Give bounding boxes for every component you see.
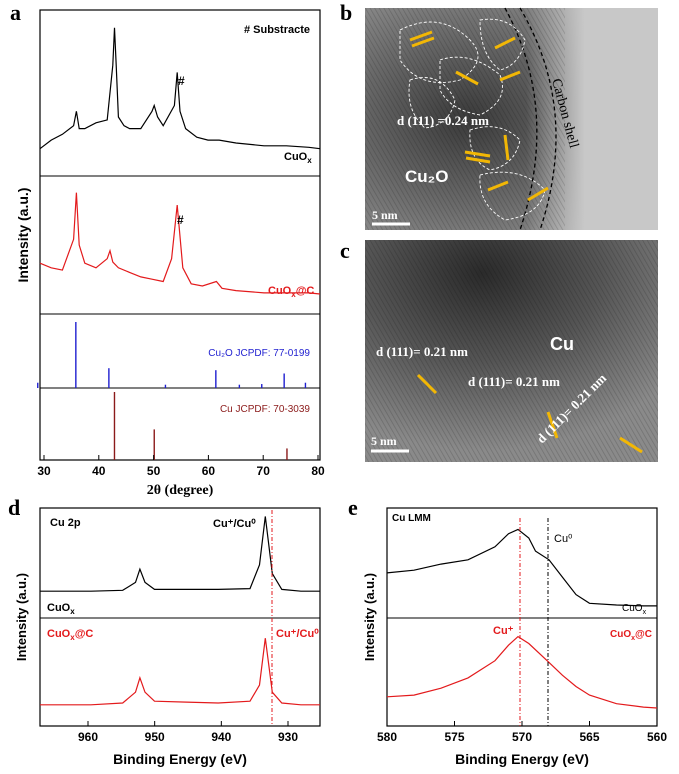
- panel-a-label: a: [10, 0, 21, 25]
- series-d-cuox-c: [40, 638, 320, 706]
- panel-d-xps: 960 950 940 930 Cu 2p Cu⁺/Cu⁰ Cu⁺/Cu⁰ CuOx …: [14, 507, 321, 767]
- phase-label-cu: Cu: [550, 334, 574, 354]
- panel-d-label-cuox-c: CuOx@C: [47, 628, 93, 642]
- peak-label-d-top: Cu⁺/Cu⁰: [213, 518, 256, 530]
- lattice-fringe-markers-c: [416, 373, 643, 454]
- panel-d-label-cuox: CuOx: [47, 602, 75, 616]
- panel-a-frame: [39, 9, 321, 461]
- panel-e-label-cuox-c: CuOx@C: [610, 629, 652, 642]
- scale-label-c: 5 nm: [371, 434, 397, 448]
- panel-e-label-cuox: CuOx: [622, 603, 647, 616]
- series-cuox-c: [39, 192, 321, 295]
- panel-e-title: Cu LMM: [392, 513, 431, 524]
- panel-d-ylabel: Intensity (a.u.): [14, 573, 29, 661]
- x-tick-label: 580: [377, 730, 397, 744]
- tem-b-lattice: [365, 8, 565, 230]
- panel-d-title: Cu 2p: [50, 517, 81, 529]
- d-spacing-c-2: d (111)= 0.21 nm: [468, 374, 560, 389]
- panel-d-x-ticks: 960 950 940 930: [78, 721, 298, 744]
- x-tick-label: 80: [311, 464, 325, 478]
- tem-c-lattice: [365, 240, 658, 462]
- panel-e-ylabel: Intensity (a.u.): [362, 573, 377, 661]
- ref-label-cu: Cu JCPDF: 70-3039: [220, 404, 310, 415]
- x-tick-label: 70: [257, 464, 271, 478]
- grain-boundaries: [399, 18, 546, 221]
- x-tick-label: 950: [145, 730, 165, 744]
- panel-b-tem-image: d (111) =0.24 nm Cu₂O Carbon shell 5 nm: [365, 7, 658, 231]
- panel-d-label: d: [8, 495, 20, 520]
- x-tick-label: 560: [647, 730, 667, 744]
- series-e-cuox: [386, 528, 657, 607]
- curve-label-cuox: CuOx: [284, 151, 312, 165]
- panel-e-frame: [386, 507, 658, 727]
- panel-e-plot-area: [386, 528, 658, 709]
- panel-a-ylabel: Intensity (a.u.): [15, 188, 31, 283]
- substrate-marker-1: #: [178, 74, 185, 88]
- panel-a-xlabel: 2θ (degree): [147, 483, 214, 498]
- panel-e-label: e: [348, 495, 358, 520]
- x-tick-label: 930: [278, 730, 298, 744]
- x-tick-label: 940: [211, 730, 231, 744]
- panel-c-tem-image: d (111)= 0.21 nm d (111)= 0.21 nm d (111…: [365, 240, 658, 462]
- x-tick-label: 40: [92, 464, 106, 478]
- series-e-cuox-c: [386, 635, 658, 709]
- ref-label-cu2o: Cu₂O JCPDF: 77-0199: [208, 348, 310, 359]
- phase-label-cu2o: Cu₂O: [405, 167, 448, 186]
- panel-a-plot-area: [37, 27, 321, 460]
- x-tick-label: 570: [512, 730, 532, 744]
- x-tick-label: 30: [37, 464, 51, 478]
- substrate-annotation: # Substracte: [244, 24, 310, 36]
- panel-e-xlabel: Binding Energy (eV): [455, 751, 589, 767]
- panel-d-plot-area: [40, 516, 320, 706]
- series-cuox: [39, 27, 321, 150]
- x-tick-label: 50: [147, 464, 161, 478]
- scale-label-b: 5 nm: [372, 208, 398, 222]
- panel-e-xps: 580 575 570 565 560 Cu LMM Cu⁰ Cu⁺ CuOx CuOx…: [362, 507, 667, 767]
- x-tick-label: 960: [78, 730, 98, 744]
- series-d-cuox: [40, 516, 320, 592]
- panel-d-frame: [39, 507, 321, 727]
- curve-label-cuox-c: CuOx@C: [268, 285, 314, 299]
- substrate-marker-2: #: [177, 213, 184, 227]
- cuplus-label: Cu⁺: [493, 625, 514, 637]
- x-tick-label: 575: [444, 730, 464, 744]
- d-spacing-b: d (111) =0.24 nm: [397, 113, 489, 128]
- panel-d-xlabel: Binding Energy (eV): [113, 751, 247, 767]
- cu0-label: Cu⁰: [554, 533, 573, 545]
- panel-a-xrd: 30 40 50 60 70 80 # Substracte # # CuOx CuOx@…: [15, 9, 325, 498]
- peak-label-d-bottom: Cu⁺/Cu⁰: [276, 628, 319, 640]
- panel-b-label: b: [340, 0, 352, 25]
- x-tick-label: 565: [579, 730, 599, 744]
- x-tick-label: 60: [202, 464, 216, 478]
- panel-e-x-ticks: 580 575 570 565 560: [377, 721, 667, 744]
- panel-c-label: c: [340, 238, 350, 263]
- lattice-fringe-markers: [409, 30, 549, 202]
- d-spacing-c-1: d (111)= 0.21 nm: [376, 344, 468, 359]
- carbon-shell-boundary-outer: [519, 7, 557, 231]
- panel-a-x-ticks: 30 40 50 60 70 80: [37, 455, 325, 478]
